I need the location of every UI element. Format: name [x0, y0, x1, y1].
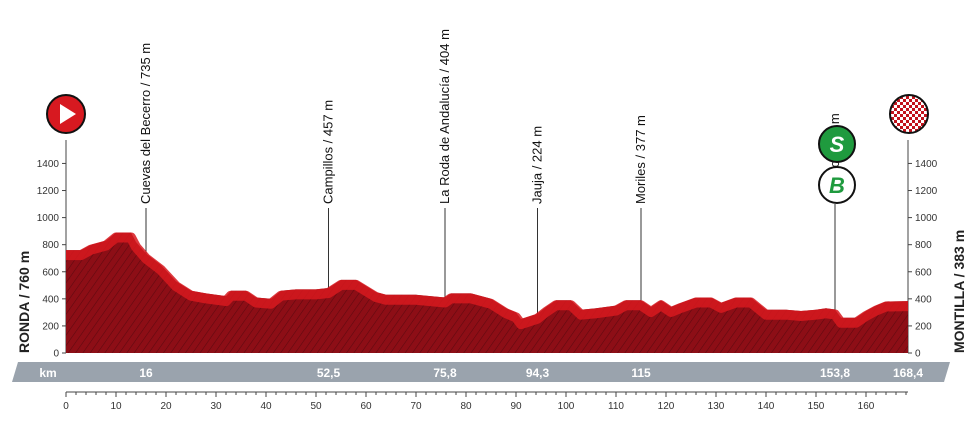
elevation-area [66, 232, 909, 353]
finish-label: MONTILLA / 383 m [951, 230, 967, 353]
km-marker-label: 115 [631, 366, 651, 380]
y-tick-label-right: 0 [915, 349, 921, 360]
x-tick-label: 140 [758, 401, 775, 412]
x-tick-label: 110 [608, 401, 624, 412]
y-tick-label-right: 400 [915, 294, 932, 305]
y-tick-label-right: 1400 [915, 159, 938, 170]
waypoint-label: Campillos / 457 m [321, 100, 336, 204]
x-tick-label: 130 [708, 401, 725, 412]
y-tick-label-right: 600 [915, 267, 932, 278]
waypoint-label: Cuevas del Becerro / 735 m [138, 43, 153, 204]
y-tick-label-left: 1200 [37, 186, 60, 197]
x-tick-label: 40 [260, 401, 272, 412]
y-tick-label-right: 200 [915, 321, 932, 332]
y-tick-label-right: 1200 [915, 186, 938, 197]
elevation-ridge [66, 232, 909, 330]
x-axis: 0 10 20 30 40 50 60 70 80 90 100 110 120 130 140 150 160 [63, 391, 908, 412]
x-tick-label: 0 [63, 401, 69, 412]
y-tick-label-left: 0 [53, 349, 59, 360]
km-marker-label: 94,3 [526, 366, 550, 380]
km-markers: 16 52,5 75,8 94,3 115 153,8 168,4 [139, 366, 923, 380]
y-tick-label-left: 200 [42, 321, 59, 332]
y-tick-label-left: 800 [42, 240, 59, 251]
svg-text:S: S [830, 132, 845, 157]
km-marker-label: 75,8 [433, 366, 457, 380]
x-tick-label: 160 [858, 401, 875, 412]
km-band-label: km [39, 366, 56, 380]
play-arrow-icon [46, 94, 86, 134]
x-tick-label: 10 [110, 401, 122, 412]
elevation-fill [66, 232, 908, 353]
checkered-flag-icon [889, 94, 929, 134]
waypoint-label: Jauja / 224 m [530, 126, 545, 204]
sprint-icon: S [818, 125, 856, 163]
right-altitude-axis: 0 200 400 600 800 1000 1200 1400 [907, 140, 938, 360]
svg-text:B: B [829, 173, 845, 198]
x-tick-label: 20 [160, 401, 172, 412]
y-tick-label-right: 1000 [915, 213, 938, 224]
y-tick-label-left: 1000 [37, 213, 60, 224]
km-marker-label: 16 [139, 366, 153, 380]
x-tick-label: 50 [310, 401, 322, 412]
x-tick-label: 150 [808, 401, 825, 412]
waypoint-label: Moriles / 377 m [633, 115, 648, 204]
y-tick-label-left: 1400 [37, 159, 60, 170]
x-tick-label: 60 [360, 401, 372, 412]
x-tick-label: 70 [410, 401, 422, 412]
x-tick-label: 80 [460, 401, 472, 412]
y-tick-label-left: 400 [42, 294, 59, 305]
x-tick-label: 120 [658, 401, 675, 412]
km-marker-label: 153,8 [820, 366, 850, 380]
bonus-seconds-icon: B [818, 166, 856, 204]
left-altitude-axis: 0 200 400 600 800 1000 1200 1400 [37, 140, 67, 360]
km-band [12, 362, 950, 382]
start-label: RONDA / 760 m [16, 251, 32, 353]
waypoint-label: La Roda de Andalucía / 404 m [437, 29, 452, 204]
y-tick-label-right: 800 [915, 240, 932, 251]
km-marker-label: 52,5 [317, 366, 341, 380]
waypoint-labels: Cuevas del Becerro / 735 m Campillos / 45… [138, 29, 842, 204]
x-tick-label: 100 [558, 401, 575, 412]
x-tick-label: 90 [510, 401, 522, 412]
y-tick-label-left: 600 [42, 267, 59, 278]
x-tick-label: 30 [210, 401, 222, 412]
km-marker-label: 168,4 [893, 366, 923, 380]
